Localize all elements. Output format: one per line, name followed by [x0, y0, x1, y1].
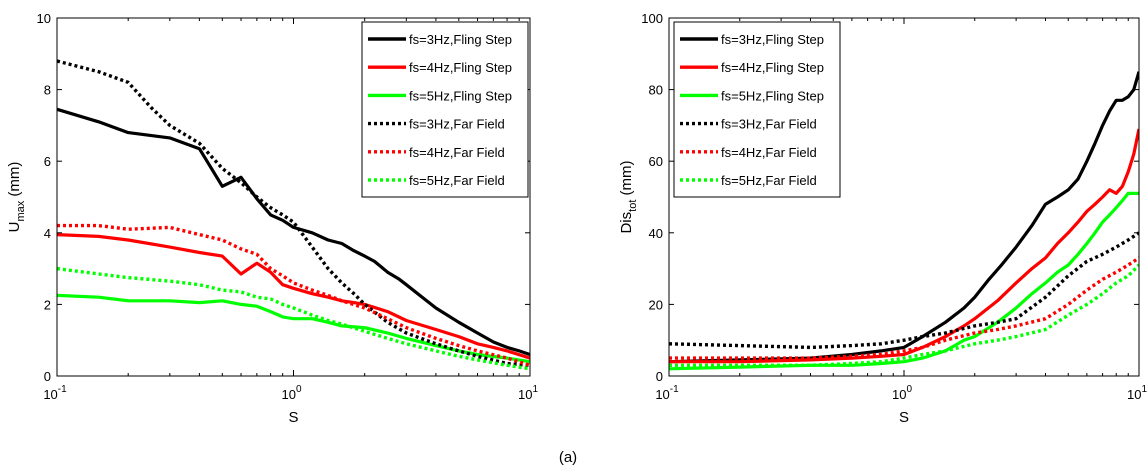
y-axis-label: Distot (mm): [618, 160, 639, 233]
y-tick-label: 20: [649, 297, 663, 312]
legend-entry-label: fs=5Hz,Far Field: [721, 173, 817, 188]
x-tick-label: 10-1: [655, 384, 679, 402]
x-axis-label: S: [288, 409, 298, 426]
legend-entry-label: fs=4Hz,Far Field: [409, 145, 505, 160]
y-tick-label: 100: [641, 11, 663, 26]
series-line-4: [669, 231, 1139, 350]
figure-label: (a): [559, 449, 577, 466]
y-axis-label: Umax (mm): [6, 162, 27, 233]
y-tick-label: 40: [649, 226, 663, 241]
series-line-6: [669, 263, 1139, 367]
series-line-2: [57, 233, 530, 360]
y-tick-label: 0: [656, 369, 663, 384]
legend-entry-label: fs=3Hz,Fling Step: [409, 32, 512, 47]
x-tick-label: 100: [281, 384, 301, 402]
distot-chart: 0 20 40 60 80 100 10-1 100 101 S Distot (mm) fs=3Hz…: [618, 11, 1147, 426]
series-line-1: [669, 71, 1139, 364]
series-line-6: [57, 266, 530, 371]
y-tick-label: 0: [44, 369, 51, 384]
series-line-3: [57, 293, 530, 364]
y-tick-label: 6: [44, 154, 51, 169]
y-tick-label: 4: [44, 226, 51, 241]
legend-entry-label: fs=3Hz,Far Field: [409, 117, 505, 132]
series-line-5: [57, 223, 530, 367]
y-tick-label: 60: [649, 154, 663, 169]
legend: fs=3Hz,Fling Step fs=4Hz,Fling Step fs=5Hz…: [673, 21, 841, 198]
x-axis-label: S: [899, 409, 909, 426]
legend-entry-label: fs=5Hz,Far Field: [409, 173, 505, 188]
series-line-1: [57, 107, 530, 357]
y-tick-label: 80: [649, 83, 663, 98]
legend-entry-label: fs=3Hz,Fling Step: [721, 32, 824, 47]
x-tick-label: 101: [1127, 384, 1147, 402]
y-tick-label: 10: [37, 11, 51, 26]
series-line-2: [669, 128, 1139, 364]
series-line-5: [669, 256, 1139, 360]
legend-entry-label: fs=4Hz,Fling Step: [409, 60, 512, 75]
series-line-3: [669, 191, 1139, 371]
series-line-4: [57, 59, 530, 367]
umax-chart: 0 2 4 6 8 10 10-1 100 101 S Umax (mm) fs=3Hz,Fling …: [6, 11, 538, 426]
legend-entry-label: fs=4Hz,Far Field: [721, 145, 817, 160]
legend: fs=3Hz,Fling Step fs=4Hz,Fling Step fs=5Hz…: [361, 21, 529, 198]
y-tick-label: 8: [44, 83, 51, 98]
y-tick-label: 2: [44, 297, 51, 312]
legend-entry-label: fs=3Hz,Far Field: [721, 117, 817, 132]
legend-entry-label: fs=5Hz,Fling Step: [721, 88, 824, 103]
legend-entry-label: fs=4Hz,Fling Step: [721, 60, 824, 75]
x-tick-label: 10-1: [43, 384, 67, 402]
x-tick-label: 100: [892, 384, 912, 402]
x-tick-label: 101: [518, 384, 538, 402]
legend-entry-label: fs=5Hz,Fling Step: [409, 88, 512, 103]
